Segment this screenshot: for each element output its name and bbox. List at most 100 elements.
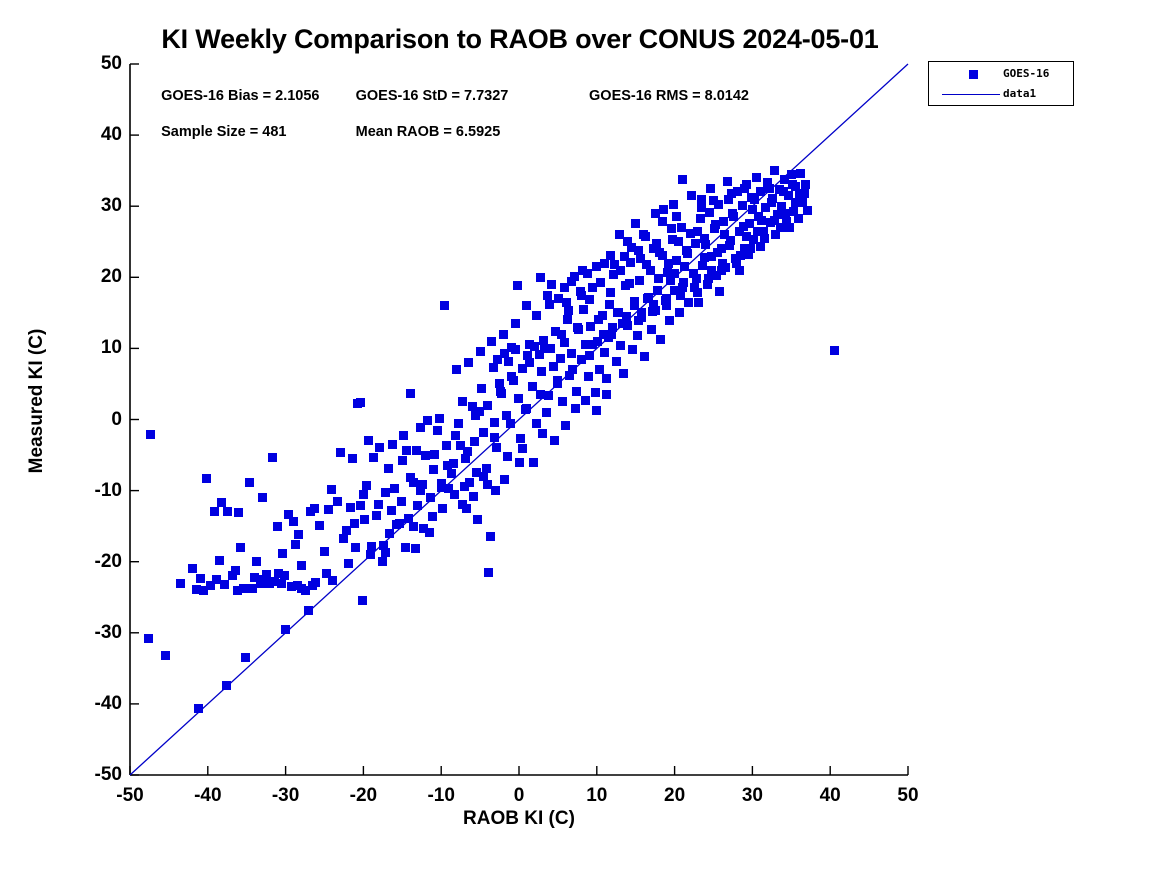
scatter-point bbox=[794, 191, 804, 201]
scatter-point bbox=[777, 201, 787, 211]
scatter-point bbox=[418, 524, 428, 534]
scatter-point bbox=[633, 316, 643, 326]
scatter-point bbox=[667, 235, 677, 245]
scatter-point bbox=[572, 322, 582, 332]
scatter-point bbox=[479, 427, 489, 437]
scatter-point bbox=[547, 279, 557, 289]
scatter-point bbox=[161, 651, 171, 661]
scatter-point bbox=[264, 578, 274, 588]
scatter-point bbox=[595, 364, 605, 374]
scatter-point bbox=[277, 549, 287, 559]
legend-item[interactable]: data1 bbox=[929, 84, 1075, 106]
scatter-point bbox=[800, 180, 810, 190]
scatter-point bbox=[199, 586, 209, 596]
y-tick-label: 0 bbox=[111, 408, 122, 430]
scatter-point bbox=[569, 272, 579, 282]
scatter-point bbox=[612, 308, 622, 318]
scatter-point bbox=[510, 319, 520, 328]
scatter-point bbox=[779, 187, 789, 197]
scatter-point bbox=[606, 288, 616, 298]
scatter-point bbox=[523, 351, 533, 360]
scatter-point bbox=[296, 560, 306, 570]
scatter-point bbox=[790, 198, 800, 208]
scatter-point bbox=[567, 348, 577, 358]
scatter-point bbox=[511, 344, 521, 354]
scatter-point bbox=[744, 219, 754, 229]
scatter-point bbox=[521, 404, 531, 414]
scatter-point bbox=[769, 215, 779, 225]
scatter-point bbox=[537, 429, 547, 439]
scatter-point bbox=[668, 200, 678, 210]
scatter-point bbox=[525, 340, 535, 350]
scatter-point bbox=[602, 373, 612, 383]
x-tick-label: 10 bbox=[586, 785, 608, 806]
scatter-point bbox=[338, 534, 348, 544]
scatter-point bbox=[605, 251, 615, 261]
scatter-point bbox=[698, 261, 708, 271]
chart-annotation: GOES-16 RMS = 8.0142 bbox=[589, 87, 749, 104]
scatter-point bbox=[465, 477, 475, 487]
scatter-point bbox=[751, 172, 761, 182]
scatter-point bbox=[473, 514, 483, 524]
x-tick-label: 50 bbox=[897, 785, 919, 806]
x-tick-label: -10 bbox=[427, 785, 455, 806]
scatter-point bbox=[615, 266, 625, 276]
scatter-point bbox=[793, 214, 803, 224]
scatter-point bbox=[490, 417, 500, 427]
scatter-point bbox=[623, 237, 633, 247]
scatter-point bbox=[492, 355, 502, 365]
scatter-point bbox=[733, 186, 743, 196]
scatter-point bbox=[723, 176, 732, 186]
scatter-point bbox=[221, 680, 231, 690]
scatter-point bbox=[634, 245, 644, 255]
scatter-point bbox=[666, 276, 676, 286]
scatter-point bbox=[676, 290, 686, 300]
y-axis-tick-labels: -50 -40 -30 -20 -10 0 10 20 30 40 50 bbox=[0, 0, 122, 875]
legend-item[interactable]: GOES-16 bbox=[929, 64, 1075, 86]
scatter-point bbox=[561, 421, 571, 431]
scatter-point bbox=[390, 483, 400, 493]
scatter-point bbox=[463, 358, 473, 368]
scatter-point bbox=[421, 450, 431, 460]
scatter-point bbox=[488, 363, 498, 373]
scatter-point bbox=[719, 230, 729, 240]
scatter-point bbox=[535, 272, 545, 282]
scatter-point bbox=[217, 498, 227, 508]
scatter-point bbox=[586, 321, 596, 331]
scatter-point bbox=[718, 258, 728, 268]
chart-legend[interactable]: GOES-16 data1 bbox=[928, 61, 1074, 106]
scatter-point bbox=[576, 290, 586, 300]
y-tick-label: 20 bbox=[100, 266, 122, 288]
y-tick-label: 30 bbox=[100, 195, 122, 217]
scatter-point bbox=[430, 449, 440, 459]
scatter-point bbox=[744, 250, 753, 260]
scatter-point bbox=[803, 205, 813, 215]
scatter-point bbox=[500, 475, 510, 485]
scatter-point bbox=[404, 513, 414, 523]
scatter-point bbox=[650, 208, 660, 218]
scatter-point bbox=[600, 258, 610, 268]
scatter-point bbox=[707, 252, 717, 262]
scatter-point bbox=[468, 491, 478, 501]
plot-area bbox=[130, 64, 908, 775]
scatter-point bbox=[683, 248, 693, 258]
scatter-point bbox=[618, 368, 628, 378]
scatter-point bbox=[435, 414, 445, 424]
scatter-point bbox=[761, 203, 771, 213]
scatter-point bbox=[372, 510, 382, 520]
scatter-point bbox=[782, 217, 792, 227]
scatter-point bbox=[731, 258, 741, 268]
scatter-point bbox=[555, 353, 565, 363]
scatter-point bbox=[661, 301, 671, 311]
scatter-point bbox=[705, 183, 715, 193]
scatter-point bbox=[327, 575, 337, 585]
scatter-point bbox=[400, 542, 410, 552]
x-axis-label: RAOB KI (C) bbox=[463, 808, 575, 829]
scatter-point bbox=[756, 187, 766, 197]
scatter-point bbox=[451, 431, 461, 441]
scatter-point bbox=[442, 461, 452, 471]
scatter-point bbox=[760, 233, 770, 243]
scatter-point bbox=[512, 280, 522, 290]
scatter-point bbox=[691, 274, 701, 284]
